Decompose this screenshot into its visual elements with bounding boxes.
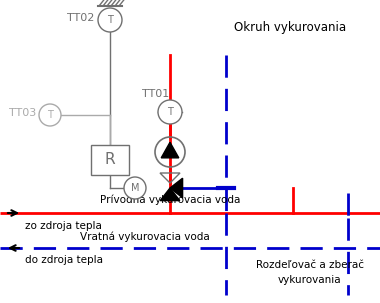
Circle shape [39, 104, 61, 126]
Circle shape [158, 100, 182, 124]
Text: T: T [47, 110, 53, 120]
Text: Prívodná vykurovacia voda: Prívodná vykurovacia voda [100, 195, 241, 205]
Text: T: T [167, 107, 173, 117]
Polygon shape [161, 142, 179, 158]
Text: M: M [131, 183, 139, 193]
Text: Vratná vykurovacia voda: Vratná vykurovacia voda [80, 232, 210, 242]
Text: Okruh vykurovania: Okruh vykurovania [234, 22, 346, 35]
Text: zo zdroja tepla: zo zdroja tepla [25, 221, 102, 231]
Text: T: T [107, 15, 113, 25]
Text: vykurovania: vykurovania [278, 275, 342, 285]
FancyBboxPatch shape [91, 145, 129, 175]
Circle shape [98, 8, 122, 32]
Text: Rozdeľovač a zberač: Rozdeľovač a zberač [256, 260, 364, 270]
Polygon shape [170, 178, 183, 198]
Text: do zdroja tepla: do zdroja tepla [25, 255, 103, 265]
Text: TT03: TT03 [9, 108, 36, 118]
Text: TT01: TT01 [142, 89, 169, 99]
Text: TT02: TT02 [66, 13, 94, 23]
Circle shape [124, 177, 146, 199]
Polygon shape [160, 188, 180, 201]
Text: R: R [105, 152, 115, 168]
